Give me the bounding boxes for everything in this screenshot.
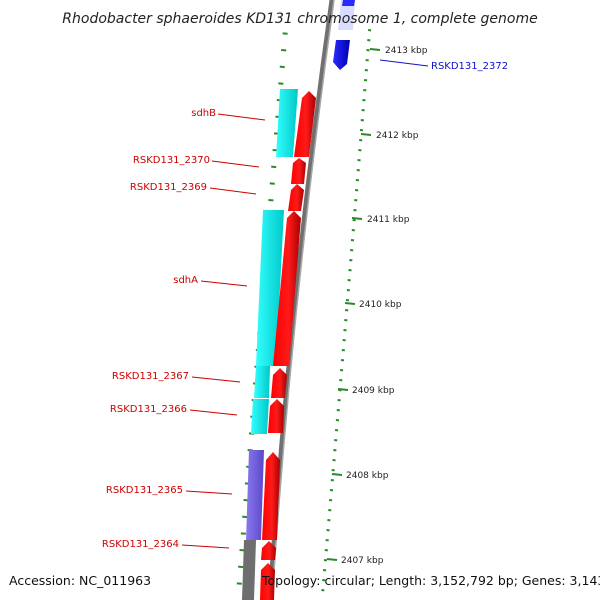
label-RSKD131_2365: RSKD131_2365	[106, 485, 183, 496]
gene-RSKD131_2367-arrow	[271, 368, 287, 398]
leader-sdhA	[200, 280, 248, 287]
gene-next-arrow	[260, 563, 275, 600]
accession-text: Accession: NC_011963	[9, 573, 152, 588]
kbp-label-2412: 2412 kbp	[376, 131, 419, 141]
reverse-genes	[333, 0, 355, 70]
kbp-scale: 2413 kbp 2412 kbp 2411 kbp 2410 kbp 2409…	[326, 46, 428, 566]
topology-text: Topology: circular; Length: 3,152,792 bp…	[262, 573, 600, 588]
kbp-label-2411: 2411 kbp	[367, 215, 410, 225]
gene-RSKD131_2369-arrow	[288, 184, 304, 211]
leader-RSKD131_2364	[181, 544, 230, 549]
label-RSKD131_2370: RSKD131_2370	[133, 155, 210, 166]
forward-genes	[260, 91, 316, 600]
kbp-label-2413: 2413 kbp	[385, 46, 428, 56]
cds-RSKD131_2365	[246, 450, 264, 540]
kbp-tick-2413	[369, 48, 381, 51]
label-sdhA: sdhA	[173, 275, 198, 286]
leader-RSKD131_2367	[191, 376, 241, 383]
map-title: Rhodobacter sphaeroides KD131 chromosome…	[62, 11, 537, 27]
kbp-label-2408: 2408 kbp	[346, 471, 389, 481]
gene-sdhA-arrow	[273, 211, 301, 366]
gene-reverse-top-edge	[342, 0, 355, 6]
gene-labels: sdhB RSKD131_2370 RSKD131_2369 sdhA RSKD…	[102, 61, 508, 550]
gene-sdhB-arrow	[294, 91, 316, 157]
kbp-tick-2410	[344, 302, 356, 305]
kbp-tick-2409	[337, 388, 349, 391]
leader-RSKD131_2372	[379, 59, 429, 67]
gene-RSKD131_2370-arrow	[291, 158, 306, 184]
gene-RSKD131_2364-arrow	[261, 541, 276, 560]
gray-track-lower	[242, 540, 256, 600]
leader-sdhB	[217, 113, 266, 121]
gene-RSKD131_2365-arrow	[262, 452, 280, 540]
label-leaders	[181, 59, 429, 549]
kbp-label-2407: 2407 kbp	[341, 556, 384, 566]
kbp-label-2410: 2410 kbp	[359, 300, 402, 310]
cds-RSKD131_2367	[254, 366, 270, 398]
gene-RSKD131_2372-arrow	[333, 40, 350, 70]
label-RSKD131_2369: RSKD131_2369	[130, 182, 207, 193]
leader-RSKD131_2369	[209, 187, 257, 195]
cds-sdhB	[276, 89, 298, 157]
label-RSKD131_2366: RSKD131_2366	[110, 404, 187, 415]
kbp-tick-2408	[331, 473, 343, 476]
leader-RSKD131_2365	[185, 490, 233, 495]
label-RSKD131_2367: RSKD131_2367	[112, 371, 189, 382]
label-RSKD131_2364: RSKD131_2364	[102, 539, 179, 550]
leader-RSKD131_2370	[211, 160, 260, 168]
kbp-tick-2411	[351, 217, 363, 220]
leader-RSKD131_2366	[189, 409, 238, 416]
kbp-label-2409: 2409 kbp	[352, 386, 395, 396]
gene-RSKD131_2366-arrow	[268, 399, 284, 433]
kbp-tick-2407	[326, 558, 338, 561]
label-sdhB: sdhB	[191, 108, 216, 119]
backbone-shade	[271, 0, 335, 600]
label-RSKD131_2372: RSKD131_2372	[431, 61, 508, 72]
kbp-tick-2412	[360, 133, 372, 136]
gene-reverse-top	[338, 0, 355, 30]
cds-RSKD131_2366	[251, 399, 269, 434]
